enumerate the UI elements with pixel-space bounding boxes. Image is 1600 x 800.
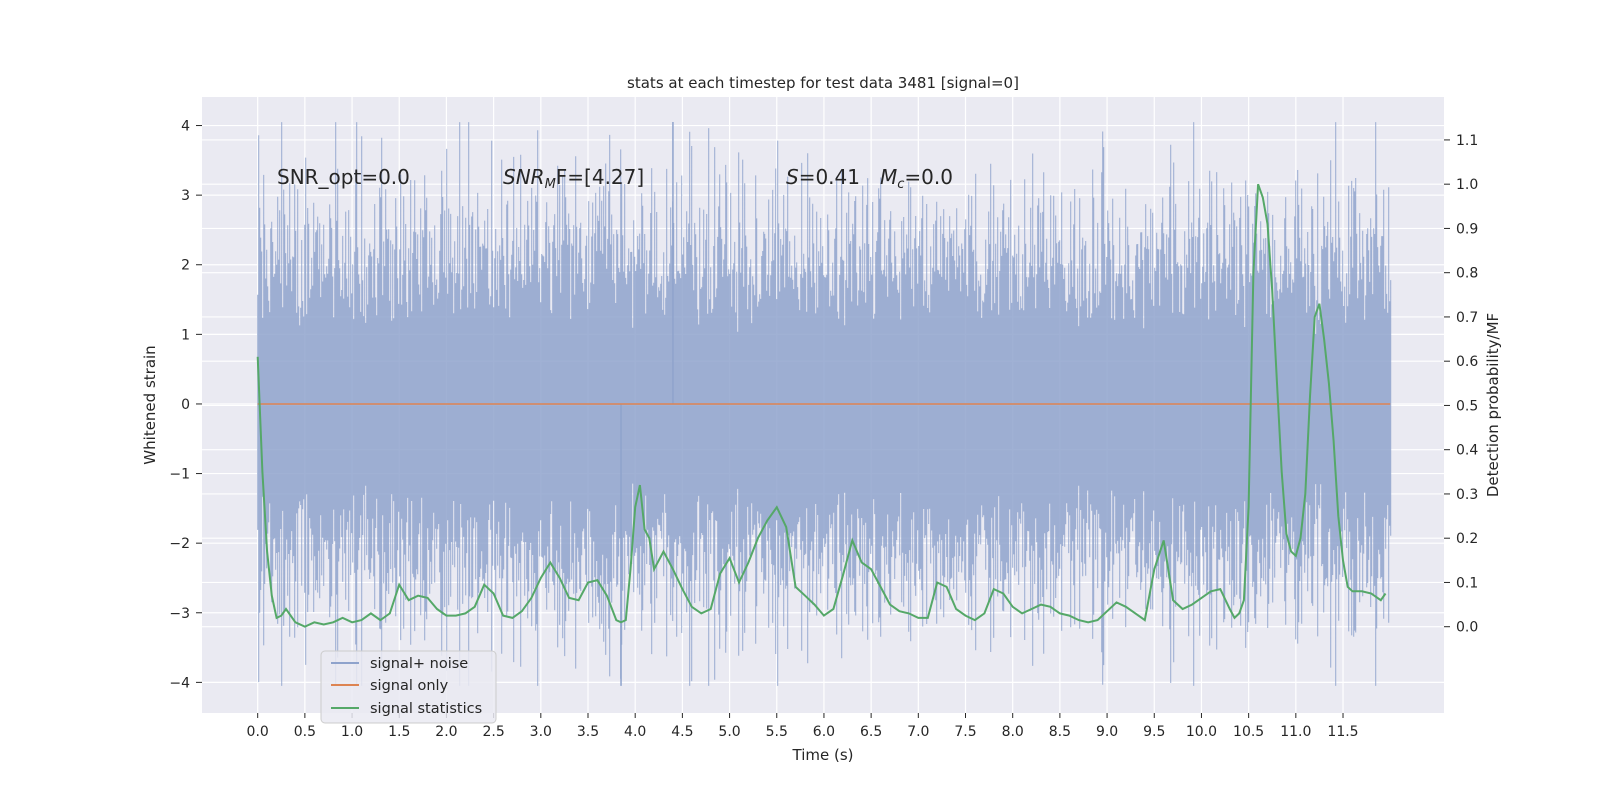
y2-tick-label: 0.5 xyxy=(1456,398,1478,414)
x-tick-label: 6.0 xyxy=(813,724,835,740)
x-tick-label: 1.5 xyxy=(388,724,410,740)
annotation-snr-mf: SNRMF=[4.27] xyxy=(503,165,644,192)
y2-tick-label: 0.1 xyxy=(1456,575,1478,591)
y2-tick-label: 0.0 xyxy=(1456,620,1478,636)
annotation-s-stat: S=0.41 xyxy=(786,165,860,189)
y2-tick-label: 0.9 xyxy=(1456,221,1478,237)
x-tick-label: 9.0 xyxy=(1096,724,1118,740)
y2-axis-label: Detection probability/MF xyxy=(1484,313,1502,497)
legend-label-signal-noise: signal+ noise xyxy=(370,656,468,672)
x-tick-label: 8.5 xyxy=(1049,724,1071,740)
chart-title: stats at each timestep for test data 348… xyxy=(627,74,1019,92)
y-tick-label: 0 xyxy=(181,397,190,413)
x-tick-label: 2.5 xyxy=(482,724,504,740)
y-tick-label: −1 xyxy=(169,467,190,483)
x-tick-label: 3.5 xyxy=(577,724,599,740)
series-signal-noise xyxy=(257,122,1392,686)
y2-tick-label: 0.8 xyxy=(1456,266,1478,282)
x-axis-label: Time (s) xyxy=(792,746,854,764)
x-tick-label: 7.5 xyxy=(954,724,976,740)
x-tick-label: 0.5 xyxy=(294,724,316,740)
y2-tick-label: 0.7 xyxy=(1456,310,1478,326)
y2-tick-label: 1.1 xyxy=(1456,133,1478,149)
noise-trace xyxy=(257,122,1392,686)
x-tick-label: 4.5 xyxy=(671,724,693,740)
y-tick-label: 1 xyxy=(181,327,190,343)
y-axis-label: Whitened strain xyxy=(141,345,159,464)
x-tick-label: 5.0 xyxy=(718,724,740,740)
x-tick-label: 7.0 xyxy=(907,724,929,740)
x-tick-label: 8.0 xyxy=(1002,724,1024,740)
legend-box xyxy=(320,650,497,724)
annotation-snr-opt: SNR_opt=0.0 xyxy=(277,165,410,189)
x-tick-label: 10.0 xyxy=(1186,724,1217,740)
legend-label-signal-statistics: signal statistics xyxy=(370,701,482,717)
x-tick-label: 0.0 xyxy=(247,724,269,740)
y-tick-label: −2 xyxy=(169,536,190,552)
y-tick-label: 2 xyxy=(181,258,190,274)
x-axis-ticks: 0.0 0.5 1.0 1.5 2.0 2.5 3.0 3.5 4.0 4.5 5.0 5.5 6.0 6… xyxy=(247,713,1359,740)
x-tick-label: 9.5 xyxy=(1143,724,1165,740)
x-tick-label: 4.0 xyxy=(624,724,646,740)
x-tick-label: 11.5 xyxy=(1327,724,1358,740)
y2-tick-label: 0.2 xyxy=(1456,531,1478,547)
x-tick-label: 11.0 xyxy=(1280,724,1311,740)
y2-axis-ticks: 0.0 0.1 0.2 0.3 0.4 0.5 0.6 0.7 0.8 0.9 1.0 1.1 xyxy=(1444,133,1478,636)
series-signal-statistics xyxy=(256,183,1387,628)
legend-label-signal-only: signal only xyxy=(370,678,449,694)
x-tick-label: 6.5 xyxy=(860,724,882,740)
y2-tick-label: 0.3 xyxy=(1456,487,1478,503)
x-tick-label: 1.0 xyxy=(341,724,363,740)
y2-tick-label: 1.0 xyxy=(1456,177,1478,193)
x-tick-label: 2.0 xyxy=(435,724,457,740)
y2-tick-label: 0.4 xyxy=(1456,443,1478,459)
x-tick-label: 10.5 xyxy=(1233,724,1264,740)
legend: signal+ noise signal only signal statist… xyxy=(320,650,497,724)
y-tick-label: 4 xyxy=(181,119,190,135)
x-tick-label: 3.0 xyxy=(530,724,552,740)
y-axis-ticks: −4 −3 −2 −1 0 1 2 3 4 xyxy=(169,119,202,691)
y-tick-label: −3 xyxy=(169,606,190,622)
annotation-mc: Mc=0.0 xyxy=(880,165,953,192)
y2-tick-label: 0.6 xyxy=(1456,354,1478,370)
x-tick-label: 5.5 xyxy=(766,724,788,740)
y-tick-label: 3 xyxy=(181,188,190,204)
y-tick-label: −4 xyxy=(169,675,190,691)
